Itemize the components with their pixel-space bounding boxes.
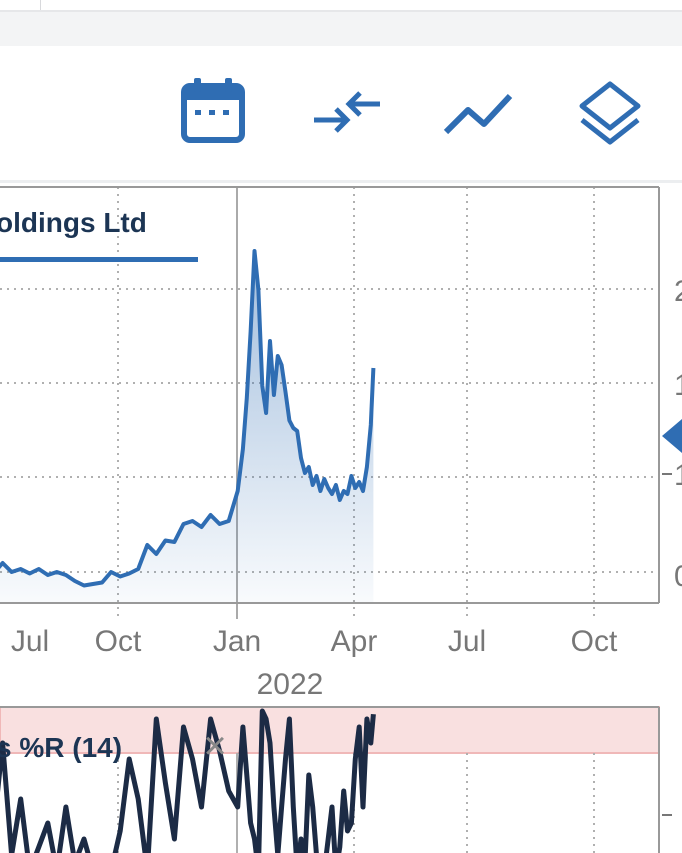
top-strip-divider xyxy=(40,0,41,10)
chart-toolbar xyxy=(0,46,682,183)
compare-arrows-icon[interactable] xyxy=(310,90,382,140)
x-tick-label: Jan xyxy=(213,625,261,658)
chart-title: oldings Ltd xyxy=(0,207,147,238)
calendar-icon[interactable] xyxy=(180,76,248,146)
browser-top-bar xyxy=(0,0,682,47)
line-chart-icon[interactable] xyxy=(442,90,514,140)
x-tick-label: Apr xyxy=(331,625,378,658)
williams-r-line xyxy=(0,708,376,853)
x-tick-label: Jul xyxy=(448,625,486,658)
layers-icon[interactable] xyxy=(576,78,648,148)
indicator-title: s %R (14) xyxy=(0,732,122,763)
top-strip xyxy=(0,0,682,12)
price-chart: Jul Oct Jan Apr Jul Oct 2 1 1 0 oldings Ltd 2022… xyxy=(0,186,682,853)
price-line xyxy=(0,249,376,588)
price-marker[interactable] xyxy=(662,419,682,453)
x-tick-label: Jul xyxy=(11,625,49,658)
williams-r-panel xyxy=(0,706,672,853)
indicator-close-button[interactable]: × xyxy=(203,724,226,768)
price-area-fill xyxy=(0,251,374,603)
chart-frame xyxy=(0,186,660,604)
title-underline xyxy=(0,257,198,262)
y-tick-label: 1 xyxy=(674,459,682,492)
year-label: 2022 xyxy=(257,668,324,701)
x-tick-label: Oct xyxy=(571,625,618,658)
area-layer xyxy=(0,249,376,603)
x-tick-label: Oct xyxy=(95,625,142,658)
y-tick-label: 0 xyxy=(674,560,682,593)
y-axis: 2 1 1 0 xyxy=(662,275,682,593)
x-axis: Jul Oct Jan Apr Jul Oct xyxy=(11,625,618,658)
y-tick-label: 2 xyxy=(674,275,682,308)
y-tick-label: 1 xyxy=(674,369,682,402)
